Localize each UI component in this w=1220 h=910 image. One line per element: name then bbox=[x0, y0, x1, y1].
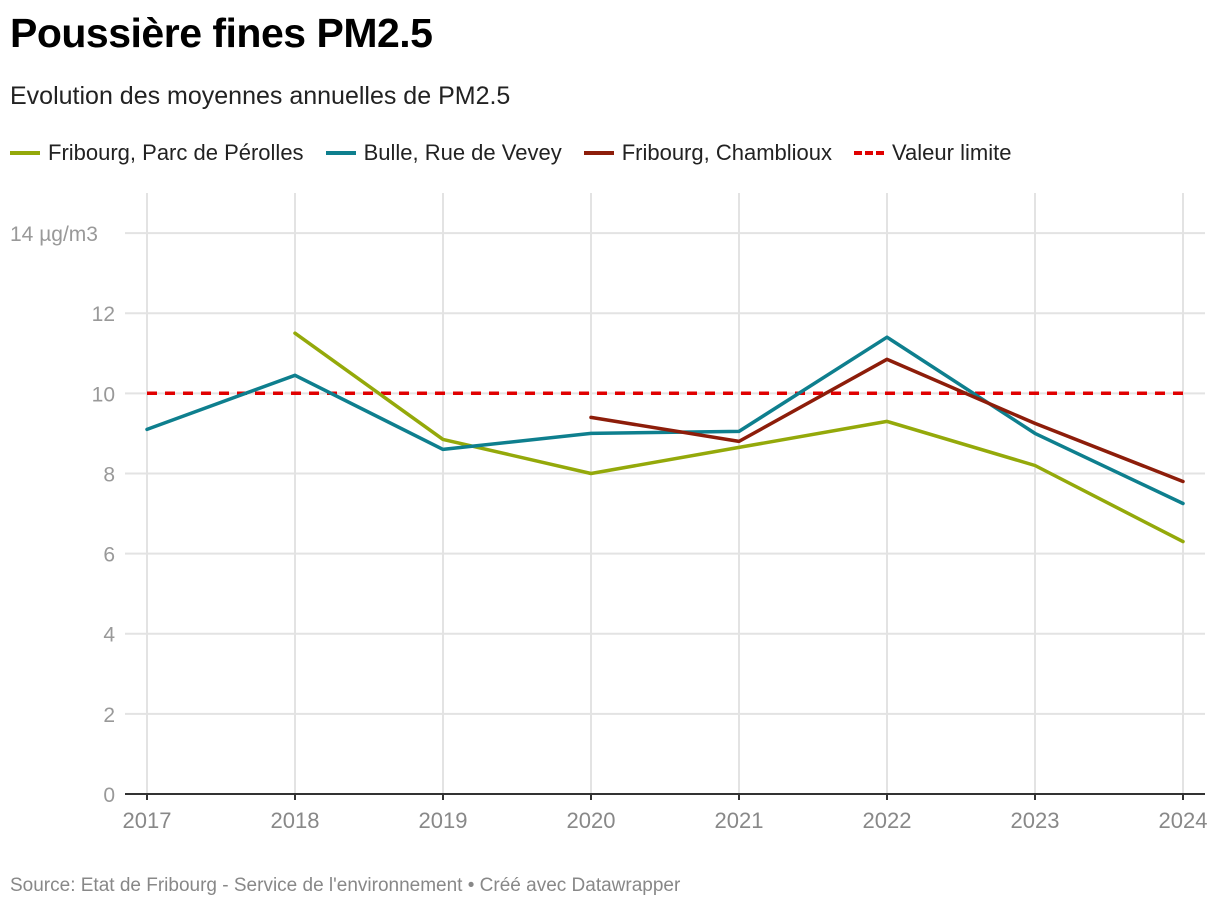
legend-label-perolles: Fribourg, Parc de Pérolles bbox=[48, 140, 304, 165]
x-tick-label: 2020 bbox=[567, 808, 616, 833]
y-tick-label: 10 bbox=[92, 383, 115, 406]
legend-swatch-limit bbox=[854, 151, 885, 155]
line-chart: 0 2 4 6 8 10 12 14 µg/m3 2017 2018 2019 2020 2021 202… bbox=[10, 193, 1208, 833]
x-tick-label: 2024 bbox=[1159, 808, 1208, 833]
legend-swatch-chamblioux bbox=[583, 151, 614, 155]
y-tick-label: 8 bbox=[103, 463, 115, 486]
x-tick-label: 2017 bbox=[123, 808, 172, 833]
legend-swatch-bulle bbox=[325, 151, 356, 155]
chart-subtitle: Evolution des moyennes annuelles de PM2.… bbox=[10, 82, 511, 110]
x-tick-label: 2019 bbox=[419, 808, 468, 833]
series-line-bulle-rue-de-vevey bbox=[145, 335, 1185, 506]
y-tick-label: 12 bbox=[92, 303, 115, 326]
y-tick-label: 4 bbox=[103, 624, 115, 647]
x-tick-label: 2022 bbox=[863, 808, 912, 833]
legend-item-bulle[interactable]: Bulle, Rue de Vevey bbox=[325, 140, 562, 166]
y-tick-label: 2 bbox=[103, 704, 115, 727]
source-note: Source: Etat de Fribourg - Service de l'… bbox=[10, 875, 681, 896]
chart-title: Poussière fines PM2.5 bbox=[10, 10, 433, 56]
series-line-fribourg-parc-de-p-rolles bbox=[293, 331, 1185, 544]
legend-item-perolles[interactable]: Fribourg, Parc de Pérolles bbox=[10, 140, 304, 166]
x-tick-label: 2021 bbox=[715, 808, 764, 833]
legend-swatch-perolles bbox=[10, 151, 40, 155]
x-tick-label: 2018 bbox=[271, 808, 320, 833]
legend-item-limit[interactable]: Valeur limite bbox=[854, 140, 1011, 166]
legend-label-chamblioux: Fribourg, Chamblioux bbox=[621, 140, 833, 165]
legend-label-bulle: Bulle, Rue de Vevey bbox=[363, 140, 562, 165]
y-tick-label: 14 µg/m3 bbox=[10, 223, 98, 246]
y-tick-label: 6 bbox=[103, 544, 115, 567]
x-tick-label: 2023 bbox=[1011, 808, 1060, 833]
legend: Fribourg, Parc de Pérolles Bulle, Rue de… bbox=[10, 140, 1033, 166]
legend-label-limit: Valeur limite bbox=[892, 140, 1012, 165]
y-tick-label: 0 bbox=[103, 784, 115, 807]
series-line-fribourg-chamblioux bbox=[589, 357, 1185, 484]
legend-item-chamblioux[interactable]: Fribourg, Chamblioux bbox=[583, 140, 833, 166]
